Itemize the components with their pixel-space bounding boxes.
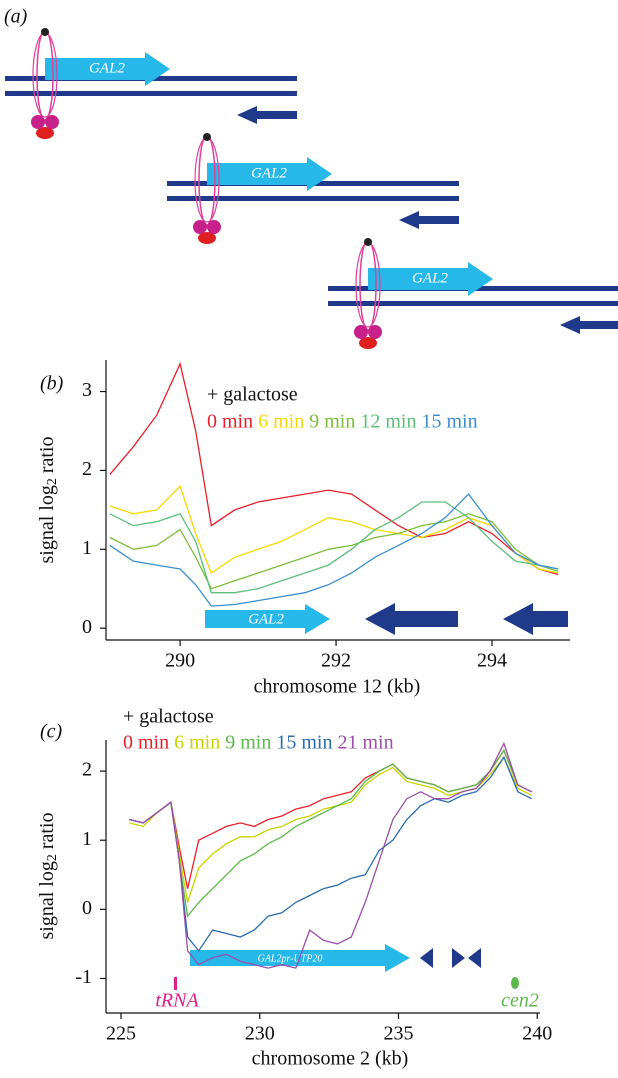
panel-label: (a) <box>4 6 28 28</box>
panel-label: (c) <box>40 721 63 743</box>
transcription-unit: GAL2 <box>327 237 618 350</box>
y-tick-label: 1 <box>82 537 92 559</box>
x-axis-label: chromosome 2 (kb) <box>252 1048 409 1070</box>
legend-entry: 6 min <box>174 732 220 754</box>
gene-label: GAL2 <box>89 60 125 76</box>
transcription-unit: GAL2 <box>166 132 460 245</box>
feature-track: GAL2 <box>205 603 568 635</box>
legend-entry: 9 min <box>309 411 355 433</box>
feature-label: GAL2 <box>248 611 284 627</box>
y-tick-label: 0 <box>82 616 92 638</box>
gene-label: GAL2 <box>412 270 448 286</box>
y-axis-label-part: ratio <box>36 813 58 850</box>
data-line <box>109 361 559 576</box>
legend-entry: 12 min <box>360 411 416 433</box>
data-line <box>129 755 532 952</box>
data-line <box>109 484 559 574</box>
x-tick-label: 294 <box>477 650 507 672</box>
feature-label: tRNA <box>155 990 199 1012</box>
annotation: + galactose <box>207 384 298 406</box>
y-tick-label: 2 <box>82 759 92 781</box>
data-line <box>109 513 559 590</box>
y-tick-label: 0 <box>82 897 92 919</box>
gene-label: GAL2 <box>251 165 287 181</box>
y-axis-label-part: ratio <box>36 437 58 474</box>
x-tick-label: 235 <box>383 1023 413 1045</box>
legend-entry: 15 min <box>422 411 478 433</box>
legend-entry: 21 min <box>338 732 394 754</box>
y-axis-label-part: signal log <box>36 485 58 563</box>
feature-label: GAL2pr-UTP20 <box>258 953 323 964</box>
x-axis-label: chromosome 12 (kb) <box>254 676 421 698</box>
y-axis-label-part: signal log <box>36 861 58 939</box>
y-tick-label: 1 <box>82 828 92 850</box>
legend-entry: 15 min <box>276 732 332 754</box>
annotation: + galactose <box>123 706 214 728</box>
y-axis-label: signal log2 ratio <box>36 437 61 564</box>
y-tick-label: 2 <box>82 458 92 480</box>
data-line <box>129 749 532 889</box>
data-line <box>109 501 559 594</box>
x-tick-label: 240 <box>522 1023 552 1045</box>
feature-label: cen2 <box>501 990 539 1012</box>
x-tick-label: 290 <box>165 650 195 672</box>
feature-track: tRNA GAL2pr-UTP20 cen2 <box>155 944 539 1012</box>
y-tick-label: 3 <box>82 379 92 401</box>
x-tick-label: 230 <box>245 1023 275 1045</box>
x-tick-label: 225 <box>106 1023 136 1045</box>
legend-entry: 0 min <box>123 732 169 754</box>
x-tick-label: 292 <box>321 650 351 672</box>
transcription-unit: GAL2 <box>4 27 298 140</box>
y-axis-label-part: 2 <box>45 478 60 485</box>
data-line <box>109 493 559 607</box>
legend-entry: 6 min <box>258 411 304 433</box>
legend-entry: 0 min <box>207 411 253 433</box>
legend-entry: 9 min <box>225 732 271 754</box>
y-axis-label-part: 2 <box>45 854 60 861</box>
data-line <box>129 749 532 918</box>
panel-label: (b) <box>40 373 64 395</box>
data-line <box>129 741 532 969</box>
y-axis-label: signal log2 ratio <box>36 813 61 940</box>
y-tick-label: -1 <box>75 966 92 988</box>
